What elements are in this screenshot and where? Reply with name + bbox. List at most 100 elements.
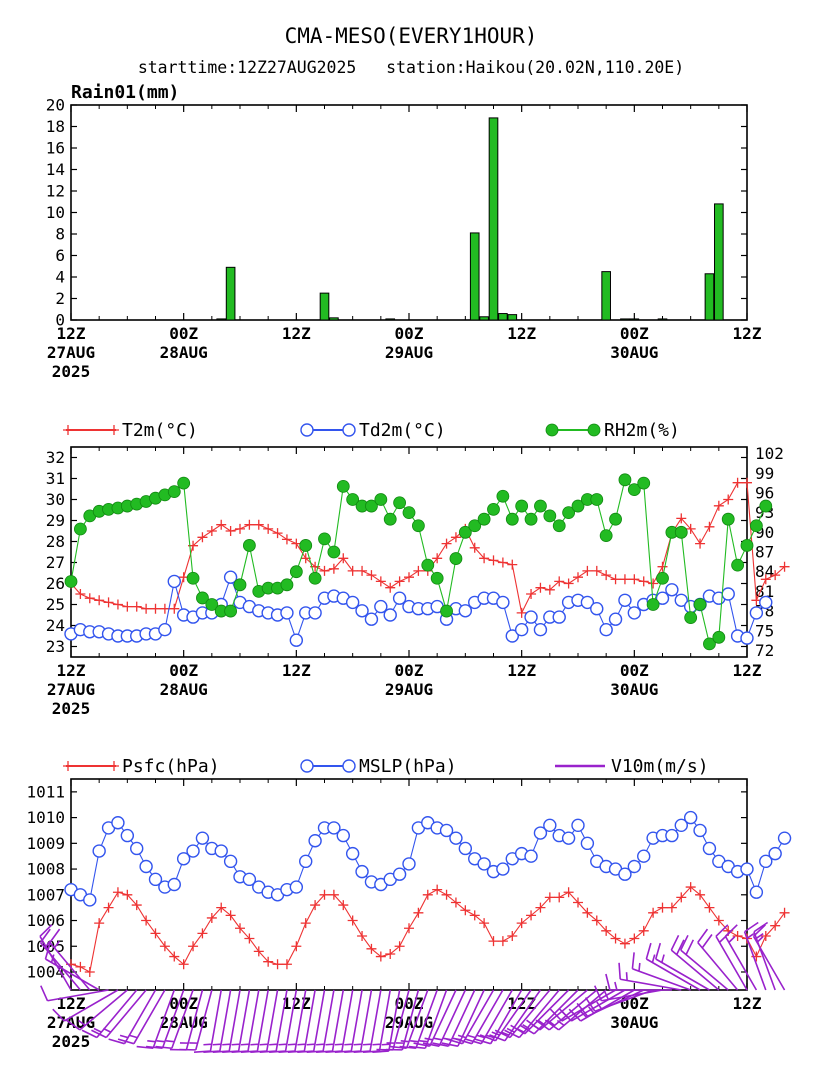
wind-barb: [697, 928, 739, 991]
data-point-circle: [223, 570, 238, 584]
wind-barb: [422, 989, 467, 1047]
data-point-plus: [629, 574, 640, 585]
data-point-plus: [63, 425, 73, 435]
wind-barb: [680, 934, 729, 991]
data-point-plus: [450, 897, 461, 908]
data-point-plus: [573, 897, 583, 908]
x-tick-date-label: 29AUG: [385, 680, 433, 699]
data-point-dot: [468, 519, 482, 533]
data-point-plus: [648, 907, 659, 918]
y-tick-label: 0: [55, 311, 65, 330]
rain-bar: [319, 292, 330, 321]
y-tick-label: 12: [46, 182, 65, 201]
x-tick-label: 12Z: [733, 324, 762, 343]
y-tick-label: 23: [46, 637, 65, 656]
data-point-dot: [571, 499, 585, 513]
data-point-plus: [535, 582, 546, 593]
data-point-dot: [233, 578, 247, 592]
data-point-dot: [721, 512, 735, 526]
data-point-plus: [413, 907, 424, 918]
wind-barb: [81, 989, 138, 1039]
data-point-plus: [253, 519, 264, 530]
data-point-plus: [713, 915, 724, 926]
y-tick-label: 20: [46, 96, 65, 115]
wind-barb: [413, 989, 457, 1047]
data-point-dot: [656, 571, 669, 585]
y-tick-label: 8: [55, 225, 65, 244]
data-point-plus: [507, 930, 518, 941]
data-point-circle: [590, 602, 604, 616]
data-point-dot: [205, 598, 219, 611]
data-point-plus: [188, 941, 199, 952]
data-point-plus: [159, 941, 170, 952]
x-tick-year-label: 2025: [52, 362, 91, 381]
data-point-plus: [601, 570, 612, 581]
data-point-dot: [524, 512, 538, 526]
data-point-circle: [345, 595, 360, 610]
data-point-plus: [723, 494, 734, 505]
wind-barb: [44, 942, 100, 991]
data-point-circle: [674, 593, 688, 607]
data-point-circle: [148, 872, 163, 887]
data-point-plus: [347, 565, 358, 576]
y-tick-label: 10: [46, 203, 65, 222]
rain-bar: [714, 203, 724, 321]
data-point-circle: [130, 841, 144, 856]
x-tick-date-label: 30AUG: [610, 343, 658, 362]
data-point-plus: [479, 918, 490, 929]
y-tick-label: 26: [46, 574, 65, 593]
legend-label: RH2m(%): [604, 420, 680, 441]
wind-barb: [489, 989, 542, 1042]
data-point-plus: [657, 902, 668, 913]
x-tick-label: 12Z: [57, 661, 86, 680]
data-point-plus: [150, 603, 161, 614]
data-point-circle: [768, 846, 782, 861]
data-point-plus: [460, 905, 471, 916]
y-tick-label: 1004: [26, 962, 65, 981]
pressure-wind-panel: 1004100510061007100810091010101112Z27AUG…: [26, 756, 792, 1054]
data-point-circle: [458, 841, 473, 856]
data-point-plus: [497, 936, 508, 947]
data-point-plus: [375, 576, 386, 587]
data-point-circle: [214, 844, 228, 858]
data-point-circle: [477, 857, 491, 871]
data-point-circle: [496, 862, 510, 876]
wind-barb: [670, 934, 720, 991]
data-point-dot: [627, 483, 641, 497]
data-point-plus: [441, 889, 452, 900]
rain-bar: [657, 318, 668, 321]
x-tick-year-label: 2025: [52, 699, 91, 718]
data-point-dot: [684, 611, 698, 625]
data-point-plus: [404, 572, 414, 583]
rain-bar: [479, 316, 489, 321]
data-point-plus: [526, 589, 537, 599]
wind-barb: [145, 989, 185, 1050]
data-point-plus: [75, 961, 86, 972]
data-point-dot: [308, 571, 322, 585]
data-point-circle: [167, 574, 181, 589]
rain-bar: [216, 318, 227, 321]
y-right-tick-label: 87: [755, 543, 774, 562]
data-point-dot: [167, 485, 181, 499]
wind-barb: [390, 989, 429, 1050]
data-point-plus: [591, 915, 602, 926]
data-point-plus: [385, 582, 396, 593]
data-point-plus: [685, 882, 696, 893]
data-point-plus: [94, 595, 105, 606]
data-point-plus: [422, 889, 433, 900]
data-point-dot: [477, 512, 491, 526]
rain-bar: [329, 317, 339, 321]
x-tick-label: 00Z: [620, 324, 649, 343]
data-point-plus: [281, 534, 292, 545]
data-point-plus: [169, 951, 180, 962]
data-point-dot: [299, 539, 313, 552]
data-point-plus: [469, 542, 480, 553]
data-point-plus: [291, 941, 302, 952]
data-point-plus: [666, 902, 677, 913]
y-tick-label: 16: [46, 139, 65, 158]
data-point-plus: [263, 956, 274, 967]
data-point-circle: [627, 606, 642, 620]
plot-frame: [70, 104, 748, 321]
wind-barb: [316, 989, 345, 1054]
wind-barb: [372, 989, 401, 1054]
